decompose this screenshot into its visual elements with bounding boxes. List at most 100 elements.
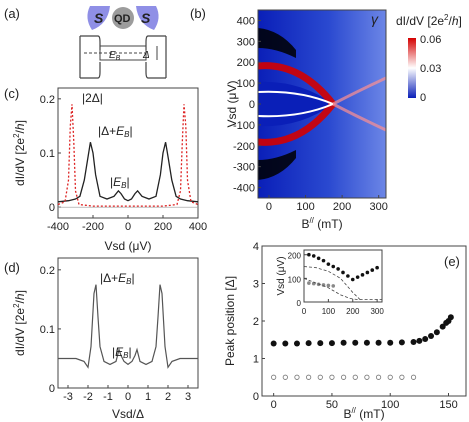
- panel-e-point: [294, 374, 300, 380]
- inset-dashed-line-2: [303, 266, 361, 300]
- panel-c-xtick-label: -200: [82, 221, 104, 233]
- panel-d-ytick-label: 0.2: [40, 265, 55, 277]
- inset-ytick-label: 100: [288, 275, 302, 284]
- panel-label-b: (b): [190, 6, 206, 21]
- panel-c-series-line-0: [57, 142, 199, 203]
- heatmap-ytick-label: -400: [233, 183, 255, 195]
- quantum-dot-label: QD: [114, 13, 131, 25]
- panel-e-point: [387, 374, 393, 380]
- panel-d-axes: -3 -2 -1 0 1 2 3 0 0.1 0.2: [40, 265, 191, 403]
- panel-e-ytick-label: 0: [253, 391, 259, 403]
- panel-b-heatmap: (b) 0 100 200 300 -400 -300 -200 -100 0 100 200 300…: [190, 6, 462, 231]
- inset-ytick-label: 200: [288, 252, 302, 261]
- panel-e-point: [305, 340, 312, 347]
- colorbar-tick-bottom: 0: [420, 92, 426, 104]
- heatmap-annotation-gamma: γ: [371, 11, 379, 27]
- panel-e-point: [363, 339, 370, 346]
- panel-e-point: [410, 374, 417, 380]
- heatmap-ytick-label: 400: [237, 15, 255, 27]
- inset-frame: [303, 249, 383, 303]
- inset-point: [316, 256, 321, 261]
- heatmap-xtick-label: 0: [266, 201, 272, 213]
- heatmap-ridge-inner-top: [258, 90, 334, 105]
- inset-point: [360, 273, 365, 277]
- panel-d-series: [58, 284, 198, 369]
- panel-e-xtick-label: 50: [326, 399, 338, 411]
- inset-xtick-label: 200: [346, 307, 360, 316]
- panel-e-point: [387, 339, 394, 346]
- panel-c-frame: [57, 87, 199, 219]
- inset-point: [331, 264, 336, 269]
- panel-d-xtick-label: 1: [145, 391, 151, 403]
- panel-d-ytick-label: 0: [49, 383, 55, 395]
- inset-point: [321, 258, 326, 263]
- inset-xtick-label: 0: [302, 307, 307, 316]
- panel-d-ylabel: dI/dV [2e2/h]: [12, 290, 27, 356]
- panel-e-point: [416, 337, 423, 344]
- panel-e-series: [270, 314, 454, 380]
- panel-c-xtick-label: -400: [47, 221, 69, 233]
- inset-point: [307, 281, 311, 285]
- inset-point: [341, 270, 345, 275]
- inset-ytick-label: 0: [297, 299, 302, 308]
- panel-e-point: [422, 336, 429, 342]
- panel-e-point: [328, 340, 335, 347]
- inset-point: [355, 275, 360, 279]
- inset-point: [365, 270, 370, 275]
- annotation-eb-d: |EB|: [112, 345, 132, 360]
- heatmap-ytick-label: 0: [249, 99, 255, 111]
- panel-e-point: [282, 374, 288, 380]
- panel-e-point: [398, 339, 405, 346]
- heatmap-ridge-top-red: [258, 62, 336, 107]
- panel-d-xtick-label: 3: [185, 391, 191, 403]
- inset-series: [303, 252, 382, 301]
- right-gap-outline: [145, 35, 166, 79]
- inset-ylabel: Vsd (μV): [276, 256, 287, 295]
- panel-e-point: [399, 374, 405, 380]
- heatmap-outer-black-bottom: [258, 150, 296, 180]
- panel-e-point: [271, 374, 277, 380]
- panel-d-series-line: [58, 284, 198, 369]
- heatmap-ytick-label: 100: [237, 78, 255, 90]
- inset-point: [336, 267, 340, 271]
- panel-d-xtick-label: -1: [103, 391, 113, 403]
- heatmap-ytick-label: -100: [233, 120, 255, 132]
- annotation-eb-c: |EB|: [110, 175, 130, 190]
- panel-c-ytick-label: 0: [49, 202, 55, 214]
- heatmap-outer-black-top: [258, 28, 296, 58]
- panel-d-xtick-label: -2: [83, 391, 93, 403]
- panel-d-xtick-label: -3: [63, 391, 73, 403]
- panel-e-axes: 0 50 100 150 0 1 2 3 4: [253, 241, 458, 411]
- panel-c-linecut: (c) -400 -200 0 200 400 0 0.1 0.2 |2Δ| |Δ+EB| |…: [4, 86, 207, 253]
- inset-point: [375, 265, 379, 270]
- delta-label: Δ: [142, 50, 150, 61]
- colorbar-tick-top: 0.06: [420, 34, 441, 46]
- colorbar: [408, 38, 416, 98]
- quantum-dot-shape: [112, 7, 134, 29]
- annotation-delta-plus-eb-d: |Δ+EB|: [100, 271, 135, 286]
- panel-c-ytick-label: 0.1: [40, 148, 55, 160]
- inset-dashed-line-3: [303, 278, 382, 301]
- heatmap-axes: 0 100 200 300 -400 -300 -200 -100 0 100 200 300 400: [233, 15, 388, 213]
- panel-c-xtick-label: 0: [125, 221, 131, 233]
- inset-point: [326, 262, 331, 266]
- panel-e-point: [352, 374, 358, 380]
- panel-e-peak-position: (e) 0 50 100 150 0 1 2 3 4 0 100 200 300 0 100 200 Vsd…: [223, 241, 467, 421]
- heatmap-area: [258, 10, 386, 198]
- heatmap-ytick-label: -200: [233, 141, 255, 153]
- panel-e-xtick-label: 0: [271, 399, 277, 411]
- inset-xtick-label: 300: [370, 307, 384, 316]
- panel-e-point: [410, 339, 417, 345]
- panel-e-point: [352, 339, 359, 346]
- panel-d-ytick-label: 0.1: [40, 324, 55, 336]
- inset-xtick-label: 100: [322, 307, 336, 316]
- panel-e-point: [375, 339, 382, 346]
- panel-e-xlabel: B// (mT): [343, 406, 384, 421]
- heatmap-xlabel: B// (mT): [301, 216, 342, 231]
- panel-e-point: [306, 374, 312, 380]
- panel-e-point: [317, 374, 323, 380]
- panel-e-point: [340, 374, 347, 380]
- eb-label: EB: [109, 50, 121, 62]
- panel-e-point: [439, 323, 446, 330]
